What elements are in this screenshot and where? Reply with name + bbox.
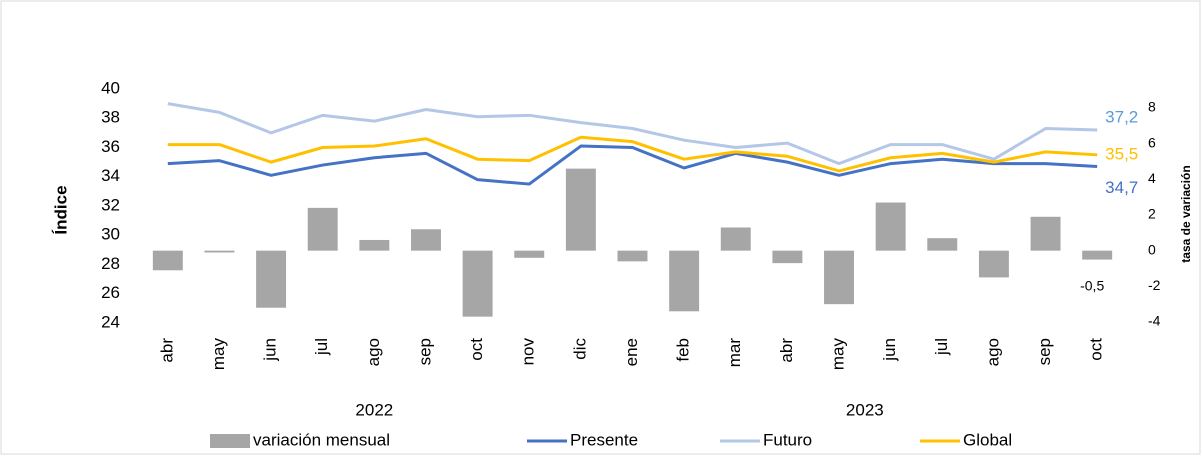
bar: [256, 250, 287, 308]
x-tick-label: ago: [364, 338, 383, 366]
y-tick-label: 32: [101, 195, 120, 214]
y2-tick-label: 2: [1148, 206, 1156, 222]
data-label: 37,2: [1105, 107, 1138, 126]
y-tick-label: 30: [101, 225, 120, 244]
line-series: [167, 144, 1098, 186]
x-tick-label: abr: [157, 338, 176, 363]
bar: [772, 250, 803, 264]
x-tick-label: jun: [880, 338, 899, 362]
legend-label: Global: [963, 430, 1012, 449]
y2-tick-label: 4: [1148, 170, 1156, 186]
x-tick-label: abr: [777, 338, 796, 363]
y-tick-label: 36: [101, 137, 120, 156]
x-tick-label: sep: [415, 338, 434, 365]
y2-axis-label: tasa de variación: [1179, 165, 1193, 262]
bar: [927, 238, 958, 251]
y-tick-label: 40: [101, 78, 120, 97]
data-label: -0,5: [1080, 277, 1104, 293]
bar: [617, 250, 648, 262]
bar: [978, 250, 1009, 278]
y2-tick-label: 0: [1148, 241, 1156, 257]
x-tick-label: feb: [674, 338, 693, 362]
x-group-label: 2022: [355, 400, 393, 419]
y-tick-label: 38: [101, 108, 120, 127]
bar: [462, 250, 493, 317]
bar: [411, 229, 441, 251]
y-tick-label: 24: [101, 312, 120, 331]
data-label: 34,7: [1105, 178, 1138, 197]
bar: [152, 250, 183, 271]
x-tick-label: nov: [519, 338, 538, 366]
x-tick-label: jul: [312, 338, 331, 356]
bar: [1030, 216, 1061, 251]
data-label: 35,5: [1105, 144, 1138, 163]
bar: [720, 227, 751, 251]
line-series: [167, 102, 1098, 166]
legend-swatch: [210, 434, 250, 448]
y-tick-label: 26: [101, 283, 120, 302]
bar: [875, 202, 906, 251]
legend-label: Presente: [570, 430, 638, 449]
bar: [669, 250, 700, 312]
x-tick-label: may: [209, 338, 228, 371]
y-axis-label: Índice: [51, 185, 70, 234]
y2-tick-label: -4: [1148, 313, 1161, 329]
y-tick-label: 34: [101, 166, 120, 185]
x-tick-label: ene: [622, 338, 641, 366]
x-tick-label: may: [829, 338, 848, 371]
legend-label: variación mensual: [253, 430, 390, 449]
bar: [204, 250, 235, 253]
x-group-label: 2023: [846, 400, 884, 419]
bar: [824, 250, 854, 305]
line-series: [167, 135, 1098, 173]
x-tick-label: jun: [261, 338, 280, 362]
x-tick-label: sep: [1035, 338, 1054, 365]
x-tick-label: dic: [570, 338, 589, 360]
bar: [565, 168, 596, 251]
y2-tick-label: -2: [1148, 277, 1161, 293]
y2-tick-label: 8: [1148, 99, 1156, 115]
bar: [1082, 250, 1113, 260]
x-tick-label: mar: [725, 338, 744, 368]
bar: [359, 239, 390, 251]
x-tick-label: oct: [1087, 338, 1106, 361]
bar: [514, 250, 545, 258]
x-tick-label: jul: [932, 338, 951, 356]
legend-label: Futuro: [763, 430, 812, 449]
x-tick-label: ago: [983, 338, 1002, 366]
bar: [307, 207, 338, 251]
y2-tick-label: 6: [1148, 134, 1156, 150]
y-tick-label: 28: [101, 254, 120, 273]
x-tick-label: oct: [467, 338, 486, 361]
